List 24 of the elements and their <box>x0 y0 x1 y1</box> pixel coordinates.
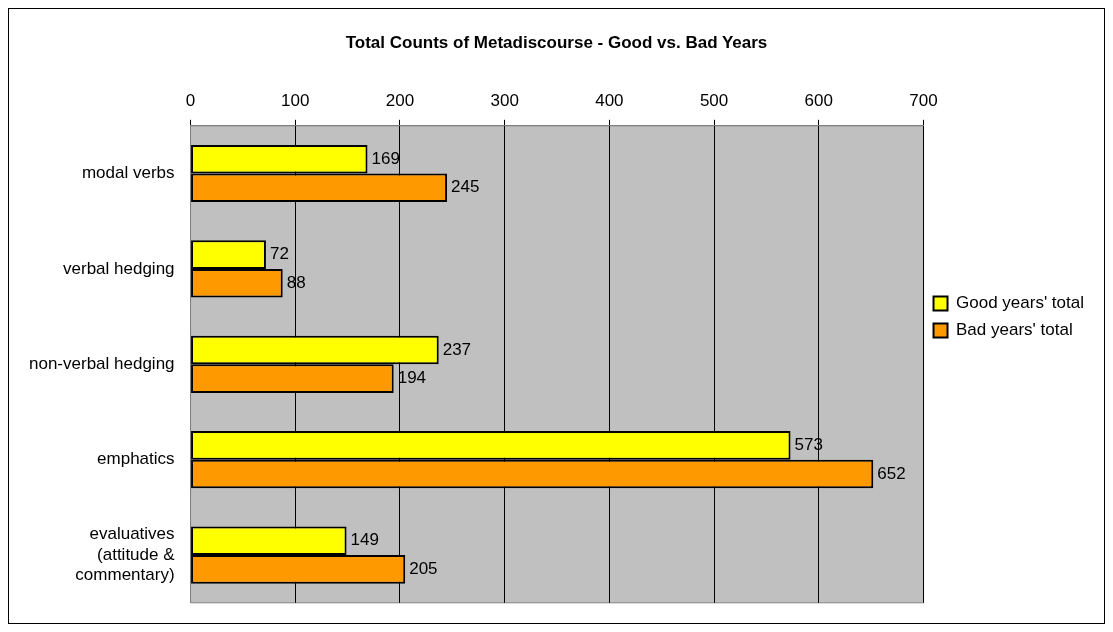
x-tick-label: 0 <box>185 91 196 111</box>
legend-label: Good years' total <box>956 293 1084 313</box>
x-tick-label: 200 <box>385 91 415 111</box>
data-label: 205 <box>409 559 438 579</box>
x-tick-label: 400 <box>595 91 624 111</box>
x-tick-label: 300 <box>490 91 519 111</box>
y-tick-label: non-verbal hedging <box>28 353 175 373</box>
x-tick-label: 100 <box>281 91 310 111</box>
data-label: 652 <box>877 463 906 483</box>
chart-title: Total Counts of Metadiscourse - Good vs. Bad Years <box>345 32 768 52</box>
legend-label: Bad years' total <box>956 320 1073 340</box>
data-label: 169 <box>371 148 400 168</box>
data-label: 194 <box>397 368 427 388</box>
y-tick-label: modal verbs <box>81 163 175 183</box>
data-label: 237 <box>442 339 472 359</box>
data-label: 72 <box>269 244 289 264</box>
data-label: 149 <box>350 530 379 550</box>
y-tick-label: verbal hedging <box>63 258 175 278</box>
x-tick-label: 600 <box>804 91 833 111</box>
x-tick-label: 700 <box>909 91 938 111</box>
data-label: 245 <box>451 177 480 197</box>
y-tick-label: emphatics <box>97 449 175 469</box>
x-tick-label: 500 <box>699 91 729 111</box>
y-tick-label: evaluatives (attitude & commentary) <box>75 524 176 585</box>
